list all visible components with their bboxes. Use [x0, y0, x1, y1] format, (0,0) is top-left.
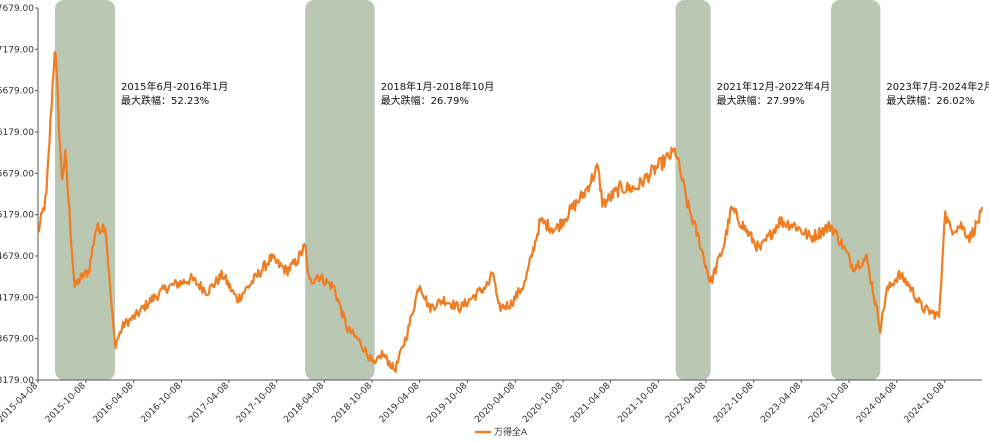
- x-tick-label: 2023-04-08: [759, 381, 803, 425]
- series-layer: [37, 50, 984, 373]
- x-tick-label: 2018-10-08: [330, 381, 374, 425]
- x-tick-label: 2015-10-08: [44, 381, 88, 425]
- y-tick-label: 3179.00: [0, 376, 34, 386]
- annotation-drawdown: 最大跌幅：52.23%: [121, 94, 209, 107]
- x-tick-label: 2018-04-08: [282, 381, 326, 425]
- y-tick-label: 4179.00: [0, 293, 34, 303]
- y-tick-label: 6179.00: [0, 128, 34, 138]
- y-tick-label: 6679.00: [0, 87, 34, 97]
- x-tick-label: 2016-10-08: [139, 381, 183, 425]
- x-tick-label: 2017-04-08: [187, 381, 231, 425]
- x-tick-label: 2016-04-08: [92, 381, 136, 425]
- annotation-drawdown: 最大跌幅：26.79%: [381, 94, 469, 107]
- x-tick-label: 2015-04-08: [0, 381, 40, 425]
- drawdown-band: [831, 0, 881, 380]
- x-tick-label: 2020-10-08: [521, 381, 565, 425]
- x-tick-label: 2021-04-08: [569, 381, 613, 425]
- annotation-period: 2023年7月-2024年2月: [886, 80, 989, 93]
- y-tick-label: 4679.00: [0, 252, 34, 262]
- x-tick-label: 2023-10-08: [807, 381, 851, 425]
- y-tick-label: 5179.00: [0, 211, 34, 221]
- x-tick-label: 2020-04-08: [473, 381, 517, 425]
- drawdown-band: [305, 0, 375, 380]
- x-tick-label: 2024-10-08: [903, 381, 947, 425]
- annotation-drawdown: 最大跌幅：26.02%: [886, 94, 974, 107]
- x-tick-label: 2024-04-08: [855, 381, 899, 425]
- y-tick-label: 7679.00: [0, 4, 34, 14]
- x-tick-label: 2021-10-08: [616, 381, 660, 425]
- y-tick-label: 3679.00: [0, 335, 34, 345]
- x-tick-label: 2017-10-08: [235, 381, 279, 425]
- legend-label: 万得全A: [494, 426, 528, 438]
- drawdown-bands: [54, 0, 881, 380]
- annotation-period: 2021年12月-2022年4月: [717, 80, 831, 93]
- x-tick-label: 2022-04-08: [664, 381, 708, 425]
- x-tick-label: 2022-10-08: [712, 381, 756, 425]
- annotation-period: 2015年6月-2016年1月: [121, 80, 228, 93]
- x-tick-label: 2019-04-08: [378, 381, 422, 425]
- y-tick-label: 7179.00: [0, 45, 34, 55]
- x-tick-label: 2019-10-08: [425, 381, 469, 425]
- y-tick-label: 5679.00: [0, 169, 34, 179]
- annotation-drawdown: 最大跌幅：27.99%: [717, 94, 805, 107]
- legend: 万得全A: [475, 426, 528, 438]
- drawdown-band: [54, 0, 116, 380]
- drawdown-band: [675, 0, 711, 380]
- annotation-period: 2018年1月-2018年10月: [381, 80, 495, 93]
- series-line: [37, 50, 984, 373]
